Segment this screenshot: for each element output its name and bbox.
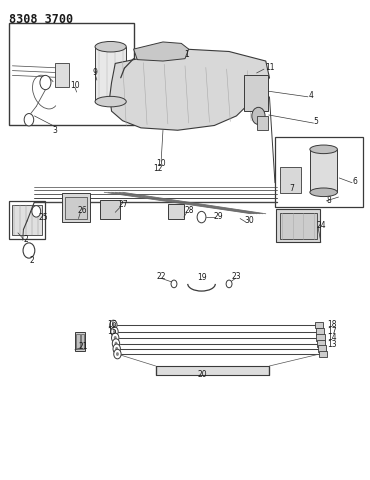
Ellipse shape xyxy=(95,41,126,52)
Bar xyxy=(316,335,324,341)
Bar xyxy=(81,334,84,349)
Text: 5: 5 xyxy=(314,117,319,126)
Ellipse shape xyxy=(310,145,337,154)
Bar xyxy=(257,116,268,130)
Circle shape xyxy=(113,344,120,354)
Polygon shape xyxy=(134,42,189,61)
Text: 14: 14 xyxy=(327,333,337,342)
Circle shape xyxy=(24,114,34,126)
Text: 8: 8 xyxy=(327,196,331,205)
Bar xyxy=(12,204,42,235)
Bar xyxy=(319,351,327,358)
Text: 29: 29 xyxy=(214,212,223,221)
Text: 16: 16 xyxy=(107,320,117,329)
Text: 27: 27 xyxy=(119,200,128,209)
Bar xyxy=(75,332,85,351)
Text: 19: 19 xyxy=(198,273,207,282)
Circle shape xyxy=(114,336,117,340)
Ellipse shape xyxy=(310,188,337,197)
Circle shape xyxy=(115,347,118,351)
Bar xyxy=(316,328,324,335)
Circle shape xyxy=(116,352,119,356)
Text: 30: 30 xyxy=(244,216,254,226)
Bar xyxy=(168,204,184,218)
Bar xyxy=(9,23,134,125)
Bar xyxy=(9,201,46,239)
Circle shape xyxy=(171,280,177,288)
Text: 11: 11 xyxy=(265,63,274,72)
Bar xyxy=(310,149,337,192)
Bar xyxy=(156,366,269,374)
Circle shape xyxy=(40,75,51,90)
Text: 8308 3700: 8308 3700 xyxy=(9,13,73,26)
Bar xyxy=(280,167,301,193)
Text: 3: 3 xyxy=(52,126,57,135)
Circle shape xyxy=(112,333,119,343)
Bar xyxy=(276,209,320,242)
Circle shape xyxy=(23,243,35,258)
Circle shape xyxy=(32,205,41,217)
Circle shape xyxy=(112,323,115,327)
Text: 21: 21 xyxy=(78,342,88,351)
Text: 26: 26 xyxy=(77,206,87,215)
Bar xyxy=(76,334,80,349)
Circle shape xyxy=(226,280,232,288)
Bar xyxy=(244,75,268,111)
Bar xyxy=(64,197,87,218)
Text: 17: 17 xyxy=(327,327,337,336)
Circle shape xyxy=(112,339,120,348)
Circle shape xyxy=(111,327,118,336)
Bar xyxy=(62,193,90,222)
Bar xyxy=(95,47,126,102)
Text: 13: 13 xyxy=(327,339,337,348)
Bar xyxy=(55,63,69,87)
Text: 9: 9 xyxy=(92,68,97,76)
Bar xyxy=(318,346,326,352)
Text: 6: 6 xyxy=(352,177,357,186)
Bar xyxy=(317,340,325,347)
Text: 10: 10 xyxy=(70,81,80,90)
Polygon shape xyxy=(110,49,269,130)
Bar xyxy=(275,137,363,206)
Circle shape xyxy=(197,211,206,223)
Text: 24: 24 xyxy=(316,221,326,230)
Text: 7: 7 xyxy=(290,184,295,193)
Text: 25: 25 xyxy=(39,213,48,222)
Bar xyxy=(100,200,120,218)
Ellipse shape xyxy=(95,96,126,107)
Circle shape xyxy=(114,342,117,346)
Text: 12: 12 xyxy=(153,164,162,173)
Circle shape xyxy=(114,349,121,359)
Circle shape xyxy=(113,330,116,334)
Text: 28: 28 xyxy=(185,206,194,215)
Bar xyxy=(280,213,317,239)
Text: 2: 2 xyxy=(24,236,29,244)
Text: 2: 2 xyxy=(29,255,34,264)
Text: 15: 15 xyxy=(107,327,117,336)
Text: 23: 23 xyxy=(232,272,241,281)
Text: 22: 22 xyxy=(156,272,165,281)
Bar xyxy=(315,322,323,328)
Text: 1: 1 xyxy=(185,50,189,60)
Circle shape xyxy=(110,320,117,330)
Text: 18: 18 xyxy=(327,321,337,329)
Text: 4: 4 xyxy=(308,91,313,100)
Text: 10: 10 xyxy=(156,159,166,168)
Circle shape xyxy=(252,108,265,124)
Text: 20: 20 xyxy=(198,370,208,379)
